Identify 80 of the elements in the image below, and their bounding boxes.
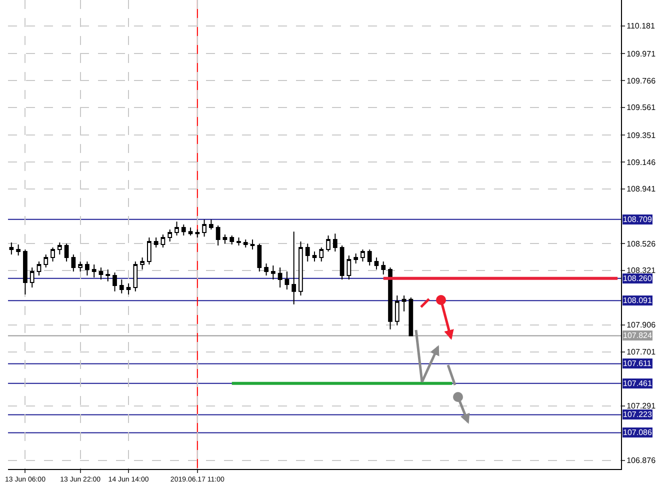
- candlestick: [312, 250, 317, 262]
- candlestick: [147, 237, 152, 265]
- candlestick: [340, 245, 344, 280]
- candlestick: [160, 234, 166, 248]
- y-tick-label: 109.561: [626, 103, 656, 112]
- candlestick: [23, 248, 28, 295]
- candlestick: [326, 235, 330, 252]
- candlestick: [71, 254, 76, 272]
- candlestick: [9, 242, 14, 255]
- ref-line-label: 108.260: [623, 274, 652, 283]
- candlestick: [202, 219, 206, 238]
- candlestick: [112, 272, 117, 292]
- candlestick: [319, 247, 324, 262]
- candlestick: [374, 257, 379, 270]
- candlestick: [174, 221, 179, 236]
- candlestick: [360, 248, 365, 262]
- candlestick: [388, 266, 392, 330]
- candlestick: [119, 278, 124, 294]
- candlestick: [36, 260, 42, 276]
- candlestick: [346, 255, 352, 280]
- candlestick: [257, 243, 262, 272]
- candlestick: [30, 266, 34, 288]
- candlestick: [230, 235, 234, 245]
- y-tick-label: 108.526: [626, 239, 656, 248]
- candlestick: [64, 243, 69, 262]
- y-tick-label: 110.181: [626, 22, 656, 31]
- candlestick: [305, 243, 310, 262]
- y-tick-label: 108.941: [626, 184, 656, 194]
- candlestick: [236, 237, 241, 246]
- candlestick: [394, 294, 400, 326]
- candlestick: [222, 234, 228, 244]
- candlestick: [50, 247, 55, 262]
- candlestick: [402, 294, 406, 312]
- candlestick: [284, 270, 290, 290]
- y-tick-label: 106.876: [626, 456, 656, 466]
- candlestick: [106, 268, 110, 282]
- y-tick-label: 107.701: [626, 348, 656, 357]
- candlestick: [332, 233, 338, 252]
- candlestick: [243, 238, 248, 248]
- candlestick: [354, 253, 358, 264]
- ref-line-label: 107.086: [623, 428, 652, 437]
- ref-line-label: 108.709: [623, 215, 652, 224]
- candlestick: [209, 219, 214, 230]
- y-tick-label: 108.321: [626, 266, 656, 276]
- candlestick: [250, 238, 255, 250]
- ref-line-label: 108.091: [623, 296, 652, 305]
- y-tick-label: 107.906: [626, 320, 656, 330]
- y-tick-label: 109.146: [626, 158, 656, 167]
- candlestick: [16, 244, 21, 256]
- candlestick: [188, 227, 193, 236]
- candlestick: [78, 260, 83, 272]
- candlestick: [381, 260, 386, 275]
- candlestick: [44, 254, 48, 268]
- candlestick: [195, 229, 200, 238]
- candlestick: [140, 257, 144, 270]
- ref-line-label: 107.824: [623, 331, 652, 340]
- candlestick: [133, 260, 138, 292]
- ref-line-label: 107.611: [623, 359, 652, 368]
- y-tick-label: 109.971: [626, 49, 656, 58]
- candlestick: [181, 224, 186, 236]
- candlestick: [270, 265, 276, 280]
- candlestick: [154, 237, 158, 248]
- y-tick-label: 107.291: [626, 402, 656, 411]
- candlestick: [292, 231, 296, 305]
- candlestick: [216, 225, 220, 246]
- candlestick: [367, 248, 372, 266]
- candlestick: [98, 266, 104, 280]
- candlestick: [92, 264, 96, 278]
- candlestick: [408, 296, 414, 336]
- candlestick: [126, 282, 131, 295]
- ref-line-label: 107.461: [623, 379, 652, 388]
- candlestick: [298, 240, 303, 296]
- y-tick-label: 109.351: [626, 130, 656, 140]
- ref-line-label: 107.223: [623, 410, 652, 419]
- candlestick: [278, 266, 282, 288]
- candlestick: [264, 263, 268, 276]
- candlestick: [57, 242, 62, 255]
- candlestick: [168, 229, 172, 242]
- y-tick-label: 109.766: [626, 76, 656, 86]
- candlestick: [85, 260, 90, 276]
